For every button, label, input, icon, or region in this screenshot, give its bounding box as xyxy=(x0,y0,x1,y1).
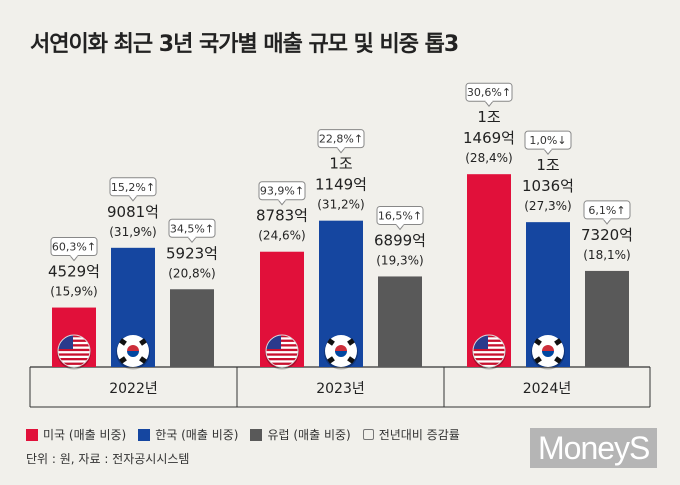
legend-item-us: 미국 (매출 비중) xyxy=(26,426,126,443)
kr-flag-0-red xyxy=(127,345,139,351)
category-label-2: 2024년 xyxy=(523,381,572,397)
us-flag-2 xyxy=(473,335,505,367)
kr-flag-0-trigram-2 xyxy=(119,356,127,364)
data-label-kr-0-1: (31,9%) xyxy=(109,225,156,239)
legend-label-change: 전년대비 증감률 xyxy=(378,428,460,442)
kr-flag-1-trigram-1 xyxy=(347,338,355,346)
data-label-kr-0-0: 9081억 xyxy=(107,203,159,221)
data-label-kr-1-0: 1조 xyxy=(329,155,353,173)
change-badge-pointer-kr-0 xyxy=(128,195,138,202)
kr-flag-2-trigram-2 xyxy=(534,356,542,364)
data-label-kr-2-1: 1036억 xyxy=(522,177,574,195)
change-badge-pointer-eu-1 xyxy=(395,224,405,231)
us-flag-2-rim xyxy=(472,334,506,368)
us-flag-0-rim xyxy=(57,334,91,368)
source-note: 단위 : 원, 자료 : 전자공시시스템 xyxy=(26,452,190,466)
legend-item-kr: 한국 (매출 비중) xyxy=(138,426,238,443)
kr-flag-2-blue xyxy=(542,351,554,357)
change-badge-pointer-us-0 xyxy=(69,255,79,262)
data-label-us-2-1: 1469억 xyxy=(463,129,515,147)
legend-swatch-us xyxy=(26,428,38,441)
data-label-us-1-1: (24,6%) xyxy=(258,229,305,243)
change-label-us-1: 93,9%↑ xyxy=(260,185,304,198)
change-label-eu-1: 16,5%↑ xyxy=(378,209,422,222)
legend-label-kr: 한국 (매출 비중) xyxy=(155,428,239,442)
bar-eu-0 xyxy=(170,289,214,367)
category-label-0: 2022년 xyxy=(109,381,158,397)
kr-flag-2-trigram-1 xyxy=(554,338,562,346)
kr-flag-1-red xyxy=(335,345,347,351)
legend-swatch-change xyxy=(362,429,374,440)
change-label-us-2: 30,6%↑ xyxy=(467,86,511,99)
change-badge-pointer-kr-1 xyxy=(336,147,346,154)
legend: 미국 (매출 비중) 한국 (매출 비중) 유럽 (매출 비중) 전년대비 증감… xyxy=(26,426,472,443)
change-badge-pointer-us-1 xyxy=(277,199,287,206)
data-label-eu-0-0: 5923억 xyxy=(166,244,218,262)
data-label-us-0-1: (15,9%) xyxy=(50,285,97,299)
change-label-us-0: 60,3%↑ xyxy=(52,241,96,254)
kr-flag-0-trigram-3 xyxy=(139,356,147,364)
data-label-kr-2-2: (27,3%) xyxy=(524,199,571,213)
data-label-us-2-2: (28,4%) xyxy=(465,151,512,165)
change-label-kr-0: 15,2%↑ xyxy=(111,181,155,194)
change-badge-pointer-kr-2 xyxy=(543,148,553,155)
change-badge-pointer-eu-0 xyxy=(187,236,197,244)
kr-flag-0-trigram-0 xyxy=(119,338,127,346)
legend-item-eu: 유럽 (매출 비중) xyxy=(250,426,351,443)
data-label-eu-0-1: (20,8%) xyxy=(168,266,215,280)
change-label-eu-0: 34,5%↑ xyxy=(170,222,214,235)
change-label-eu-2: 6,1%↑ xyxy=(588,204,625,217)
moneys-logo: MoneyS xyxy=(530,428,658,468)
data-label-eu-1-1: (19,3%) xyxy=(376,253,423,267)
us-flag-0 xyxy=(58,335,90,367)
data-label-us-0-0: 4529억 xyxy=(48,263,100,281)
kr-flag-1-trigram-3 xyxy=(347,356,355,364)
kr-flag-2-red xyxy=(542,345,554,351)
legend-swatch-eu xyxy=(250,428,263,441)
data-label-kr-1-1: 1149억 xyxy=(315,176,367,194)
kr-flag-1-trigram-0 xyxy=(327,338,335,346)
data-label-us-1-0: 8783억 xyxy=(256,207,308,225)
data-label-us-2-0: 1조 xyxy=(477,108,501,126)
kr-flag-0-blue xyxy=(127,351,139,357)
kr-flag-2-trigram-0 xyxy=(534,338,542,346)
chart-title: 서연이화 최근 3년 국가별 매출 규모 및 비중 톱3 xyxy=(30,32,459,57)
legend-label-us: 미국 (매출 비중) xyxy=(43,428,127,442)
category-label-1: 2023년 xyxy=(316,381,365,397)
change-label-kr-1: 22,8%↑ xyxy=(319,133,363,146)
kr-flag-0-trigram-1 xyxy=(139,338,147,346)
change-badge-pointer-us-2 xyxy=(484,100,494,107)
data-label-eu-2-1: (18,1%) xyxy=(583,248,630,262)
bar-eu-2 xyxy=(585,270,629,367)
legend-label-eu: 유럽 (매출 비중) xyxy=(267,428,351,442)
kr-flag-2-trigram-3 xyxy=(554,356,562,364)
data-label-kr-1-2: (31,2%) xyxy=(317,198,364,212)
change-badge-pointer-eu-2 xyxy=(602,218,612,225)
bar-eu-1 xyxy=(378,276,422,367)
legend-item-change: 전년대비 증감률 xyxy=(362,426,460,443)
change-label-kr-2: 1,0%↓ xyxy=(529,134,566,147)
data-label-eu-1-0: 6899억 xyxy=(374,231,426,249)
legend-swatch-kr xyxy=(138,428,151,441)
data-label-eu-2-0: 7320억 xyxy=(581,226,633,244)
kr-flag-1-blue xyxy=(335,351,347,357)
kr-flag-1-trigram-2 xyxy=(327,356,335,364)
us-flag-1-rim xyxy=(265,334,299,368)
data-label-kr-2-0: 1조 xyxy=(536,156,560,174)
bar-chart: 4529억 (15,9%) 60,3%↑ 9081억 (31,9%) 15,2%↑ 5923… xyxy=(29,82,651,408)
